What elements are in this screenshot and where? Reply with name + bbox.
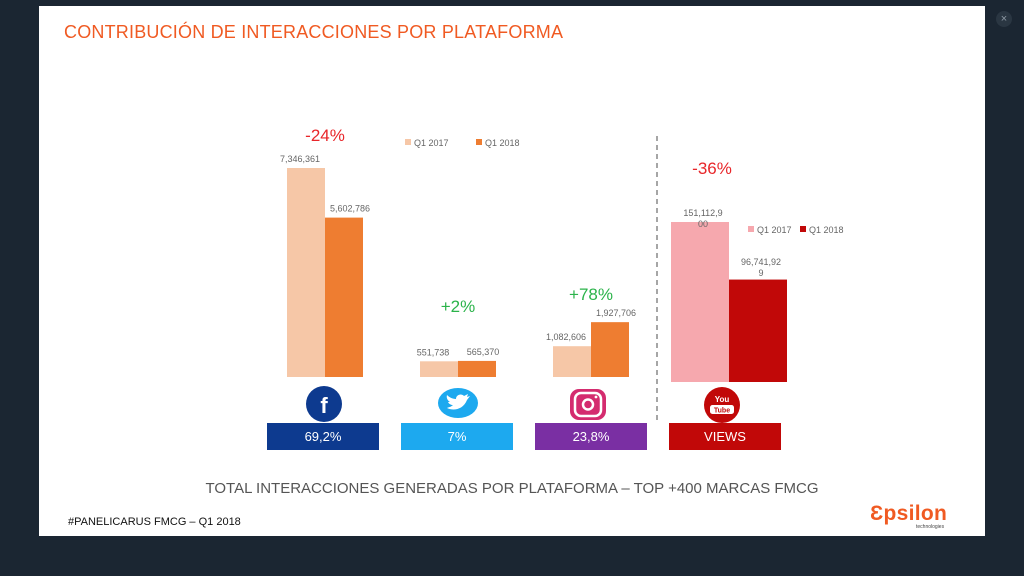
twitter-value-label-q1-2018: 565,370: [467, 347, 500, 357]
footer-hashtag: #PANELICARUS FMCG – Q1 2018: [68, 516, 241, 528]
chart-subtitle: TOTAL INTERACCIONES GENERADAS POR PLATAF…: [205, 480, 819, 497]
interactions-chart: 7,346,361 5,602,786 -24% 551,738 565,370 +2% 1…: [280, 126, 844, 423]
instagram-value-label-q1-2018: 1,927,706: [596, 308, 636, 318]
facebook-value-label-q1-2017: 7,346,361: [280, 154, 320, 164]
slide: CONTRIBUCIÓN DE INTERACCIONES POR PLATAF…: [39, 6, 985, 536]
youtube-value-label-q1-2018: 96,741,92 9: [741, 257, 781, 278]
youtube-change-label: -36%: [692, 159, 732, 178]
twitter-bird-glyph: [446, 394, 470, 410]
facebook-bar-q1-2018: [325, 217, 363, 377]
instagram-change-label: +78%: [569, 285, 613, 304]
twitter-bar-q1-2018: [458, 360, 496, 377]
yt-legend-swatch-q1-2018: [800, 226, 806, 232]
youtube-icon-tube-box: [710, 405, 734, 414]
instagram-frame-glyph: [573, 391, 603, 418]
facebook-icon: [306, 386, 342, 422]
twitter-share-box: 7%: [401, 423, 513, 450]
legend-label-q1-2018: Q1 2018: [485, 138, 520, 148]
youtube-value-label-q1-2017: 151,112,9 00: [683, 208, 722, 229]
epsilon-logo: Ɛpsilon technologies: [870, 502, 960, 532]
facebook-value-label-q1-2018: 5,602,786: [330, 204, 370, 214]
instagram-bar-q1-2018: [591, 322, 629, 377]
legend-swatch-q1-2018: [476, 139, 482, 145]
twitter-value-label-q1-2017: 551,738: [417, 347, 450, 357]
youtube-icon-text-you: You: [715, 395, 730, 404]
facebook-bar-q1-2017: [287, 168, 325, 377]
twitter-bar-q1-2017: [420, 361, 458, 377]
yt-legend-swatch-q1-2017: [748, 226, 754, 232]
facebook-change-label: -24%: [305, 126, 345, 145]
facebook-share-box: 69,2%: [267, 423, 379, 450]
instagram-dot-glyph: [594, 395, 598, 399]
facebook-icon-glyph: f: [320, 393, 328, 418]
instagram-value-label-q1-2017: 1,082,606: [546, 332, 586, 342]
twitter-change-label: +2%: [441, 297, 476, 316]
legend-label-q1-2017: Q1 2017: [414, 138, 449, 148]
logo-subtext: technologies: [916, 524, 945, 530]
youtube-icon-text-tube: Tube: [714, 408, 730, 415]
instagram-bar-q1-2017: [553, 346, 591, 377]
yt-legend-label-q1-2018: Q1 2018: [809, 225, 844, 235]
slide-title: CONTRIBUCIÓN DE INTERACCIONES POR PLATAF…: [64, 22, 564, 42]
youtube-bar-q1-2017: [671, 222, 729, 382]
youtube-views-box: VIEWS: [669, 423, 781, 450]
logo-text: Ɛpsilon: [870, 502, 948, 525]
youtube-bar-q1-2018: [729, 279, 787, 382]
instagram-lens-glyph: [581, 398, 595, 411]
close-button[interactable]: ×: [996, 11, 1012, 27]
yt-legend-label-q1-2017: Q1 2017: [757, 225, 792, 235]
legend-swatch-q1-2017: [405, 139, 411, 145]
instagram-share-box: 23,8%: [535, 423, 647, 450]
